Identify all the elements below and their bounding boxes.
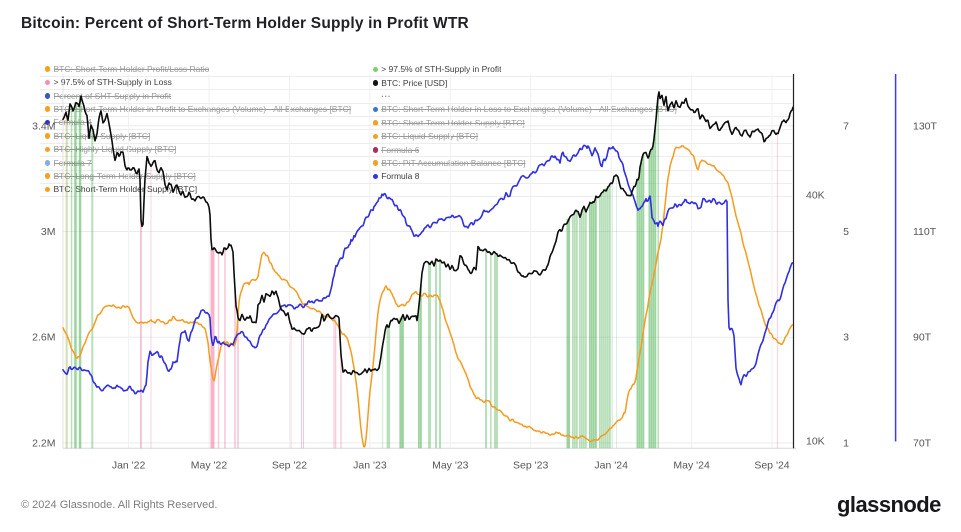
svg-text:1: 1: [843, 437, 849, 449]
svg-text:May '22: May '22: [191, 460, 228, 472]
svg-text:3.4M: 3.4M: [32, 120, 55, 132]
svg-text:Sep '22: Sep '22: [272, 460, 307, 472]
svg-text:5: 5: [843, 226, 849, 238]
svg-text:Sep '24: Sep '24: [754, 460, 789, 472]
svg-text:3M: 3M: [41, 226, 56, 238]
svg-text:70T: 70T: [913, 437, 932, 449]
svg-text:90T: 90T: [913, 332, 932, 344]
svg-text:Jan '24: Jan '24: [594, 460, 628, 472]
svg-text:Sep '23: Sep '23: [513, 460, 548, 472]
svg-text:May '23: May '23: [432, 460, 469, 472]
svg-text:130T: 130T: [913, 120, 938, 132]
svg-text:May '24: May '24: [673, 460, 710, 472]
svg-text:Jan '23: Jan '23: [353, 460, 387, 472]
svg-text:2.2M: 2.2M: [32, 437, 55, 449]
svg-text:7: 7: [843, 120, 849, 132]
svg-text:10K: 10K: [806, 436, 825, 448]
svg-text:3: 3: [843, 332, 849, 344]
svg-text:110T: 110T: [913, 226, 937, 238]
svg-text:2.6M: 2.6M: [32, 332, 55, 344]
svg-text:40K: 40K: [806, 190, 825, 202]
svg-text:Jan '22: Jan '22: [112, 460, 146, 472]
